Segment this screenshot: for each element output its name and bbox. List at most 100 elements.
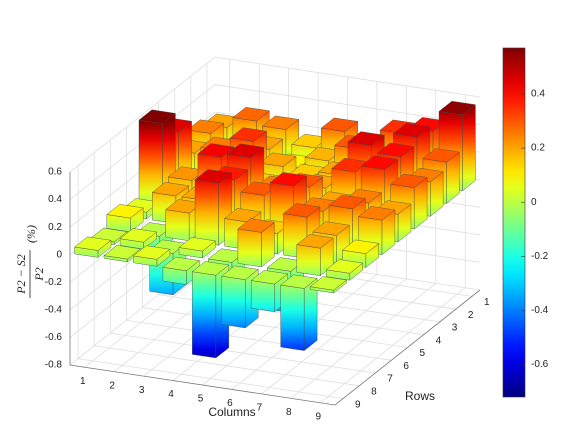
bar-top [321,117,358,132]
bar-top [361,155,398,170]
bar-top [283,203,321,218]
z-tick-label: 0.6 [48,167,62,178]
colorbar-tick-label: -0.4 [531,305,549,316]
x-tick-label: 4 [168,389,174,400]
bar-top [312,221,350,236]
bar [221,265,259,329]
bar-top [291,133,329,149]
colorbar: -0.6 -0.4 -0.2 0 0.2 0.4 [502,47,549,398]
bar [237,218,275,268]
bar-side [462,104,476,192]
colorbar-tick-label: 0.4 [531,89,545,100]
z-tick-label: -0.4 [45,304,63,315]
bar-top [240,181,278,196]
bar [178,237,216,259]
grid-line [77,165,344,399]
y-tick-label: 8 [371,386,377,397]
grid-line [109,140,376,374]
bar-front [280,284,305,351]
y-tick-label: 2 [468,310,474,321]
y-tick-label: 1 [484,297,490,308]
bar-top [221,265,259,280]
z-label-numerator: P2 − S2 [14,254,28,294]
bar-top [237,218,275,233]
x-tick-label: 6 [227,398,233,409]
colorbar-tick-label: 0.2 [531,143,545,154]
bar [133,245,171,267]
x-tick-label: 2 [109,380,115,391]
y-tick-label: 5 [420,348,426,359]
grid-line [93,152,360,387]
z-label-denominator: P2 [32,267,46,281]
colorbar-scale [502,47,526,398]
bar-top [208,248,246,263]
bar-top [165,199,203,214]
z-tick-label: 0 [56,249,62,260]
bar-front [165,209,190,242]
bar-top [192,261,230,276]
bar [106,204,144,233]
bar-top [250,270,288,285]
grid-line [69,249,481,366]
bar [162,256,200,285]
x-tick-label: 9 [315,411,321,422]
grid-line [69,56,481,173]
bar [103,245,141,263]
z-tick-label: -0.8 [45,360,63,371]
bar-top [326,259,363,274]
bar-top [342,239,379,254]
bar-top [304,146,342,162]
bar-top [269,172,307,187]
bar [326,259,363,281]
bar-top [197,143,235,158]
bar-top [227,143,264,158]
bar-top [438,100,476,116]
x-tick-label: 3 [139,385,145,396]
bar-top [103,245,141,260]
z-tick-label: 0.2 [48,222,62,233]
bar-top [168,166,206,181]
bar-top [358,206,396,221]
bar-top [296,234,334,249]
y-tick-label: 6 [403,361,409,372]
bar-top [331,157,369,173]
bar-top [232,107,270,122]
bar-top [229,127,267,142]
axis-line [69,172,481,406]
bar [296,234,334,276]
y-tick-label: 7 [387,374,393,385]
bar-top [162,256,200,271]
bar-top [280,274,318,289]
colorbar-tick-label: -0.6 [531,359,549,370]
bar-top [377,142,414,157]
bar-top [347,131,385,146]
x-tick-label: 7 [257,403,263,414]
bar-top [393,123,431,138]
y-axis-label: Rows [405,389,435,403]
y-tick-label: 9 [355,399,361,410]
x-tick-label: 8 [286,407,292,418]
x-axis-label: Columns [208,405,255,419]
bar-top [119,228,157,243]
bar-top [106,204,144,219]
bar-top [138,109,176,124]
bar-top [133,245,171,260]
x-tick-label: 5 [198,394,204,405]
plot-area: -0.8-0.6-0.4-0.200.20.40.61 2 3 4 5 6 7 8 912345… [45,56,490,422]
bar-top [194,169,232,184]
bar [280,274,318,351]
x-tick-label: 1 [80,376,86,387]
z-label-unit: (%) [24,225,38,243]
bar-front [296,244,321,276]
bar-front [194,179,219,246]
colorbar-tick-label: -0.2 [531,251,549,262]
bar-top [309,276,347,291]
bar-top [267,257,304,272]
bar-top [390,173,428,188]
bar-front [250,280,275,312]
bar-front [237,228,262,268]
y-tick-label: 4 [436,335,442,346]
bar-top [74,236,112,251]
bar [119,228,157,250]
